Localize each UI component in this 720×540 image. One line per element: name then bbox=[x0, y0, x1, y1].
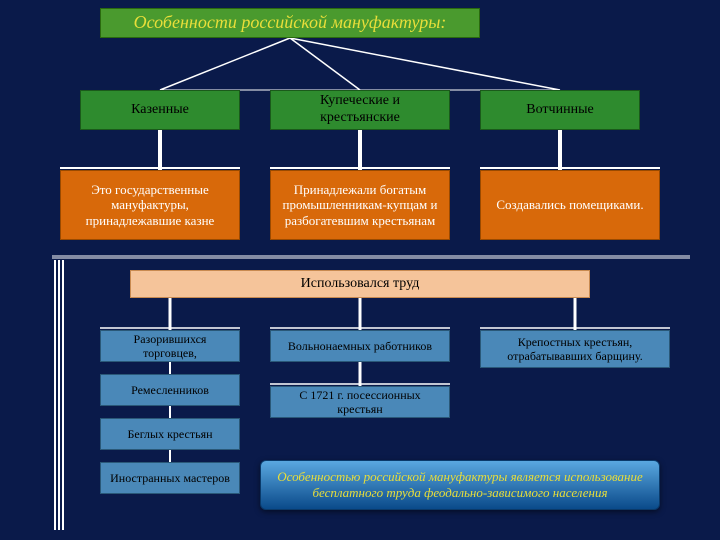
left-labor-2: Ремесленников bbox=[100, 374, 240, 406]
diagram-canvas: Особенности российской мануфактуры: Казе… bbox=[0, 0, 720, 540]
mid-labor-2: С 1721 г. посессионных крестьян bbox=[270, 386, 450, 418]
left-labor-3: Беглых крестьян bbox=[100, 418, 240, 450]
summary-box: Особенностью российской мануфактуры явля… bbox=[260, 460, 660, 510]
description-box-1: Это государственные мануфактуры, принадл… bbox=[60, 170, 240, 240]
category-box-3: Вотчинные bbox=[480, 90, 640, 130]
description-box-2: Принадлежали богатым промышленникам-купц… bbox=[270, 170, 450, 240]
diagram-title: Особенности российской мануфактуры: bbox=[100, 8, 480, 38]
description-box-3: Создавались помещиками. bbox=[480, 170, 660, 240]
category-box-1: Казенные bbox=[80, 90, 240, 130]
right-labor-1: Крепостных крестьян, отрабатывавших барщ… bbox=[480, 330, 670, 368]
labor-label: Использовался труд bbox=[130, 270, 590, 298]
left-labor-1: Разорившихся торговцев, bbox=[100, 330, 240, 362]
left-labor-4: Иностранных мастеров bbox=[100, 462, 240, 494]
category-box-2: Купеческие и крестьянские bbox=[270, 90, 450, 130]
mid-labor-1: Вольнонаемных работников bbox=[270, 330, 450, 362]
